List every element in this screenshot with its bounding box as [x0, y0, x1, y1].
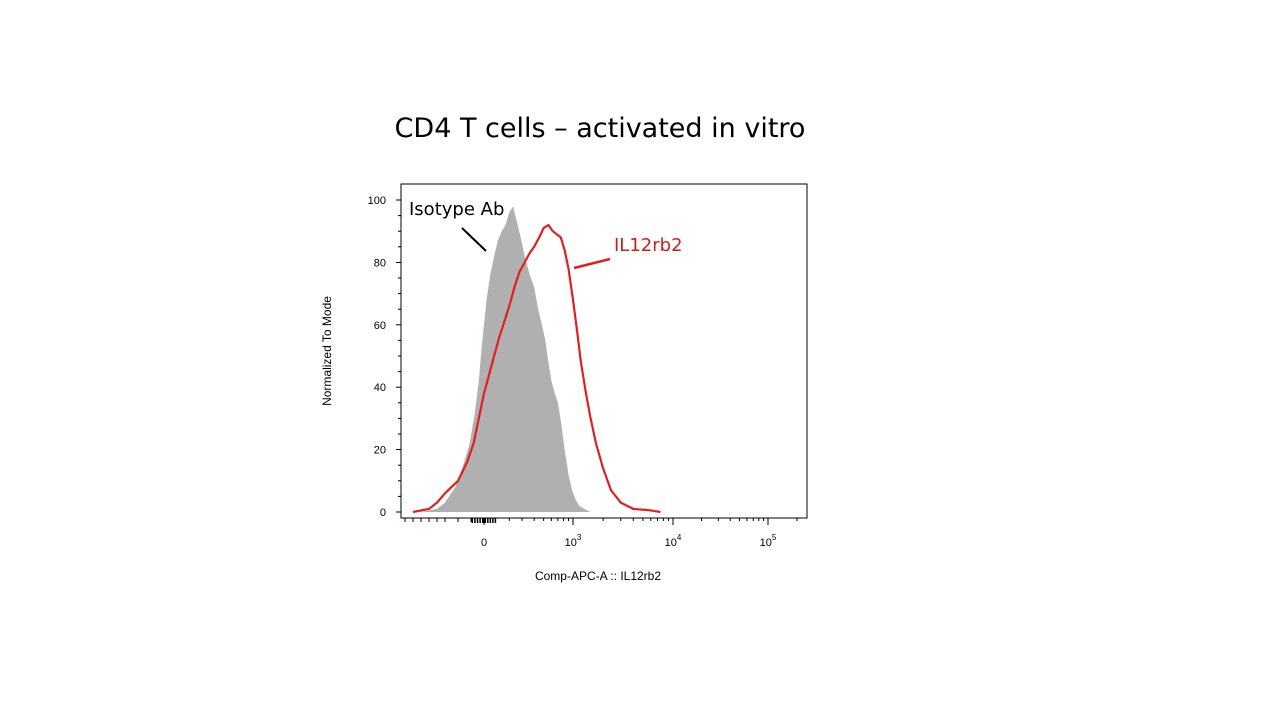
annotation-il12rb2-pointer: [573, 257, 611, 270]
annotation-il12rb2: IL12rb2: [614, 235, 683, 256]
y-tick-label: 40: [374, 382, 386, 394]
y-tick-label: 20: [374, 445, 386, 457]
annotation-isotype-ab-pointer: [461, 227, 487, 252]
x-tick-label: 105: [760, 533, 777, 549]
y-tick-label: 0: [380, 507, 386, 519]
x-tick-label: 104: [665, 533, 682, 549]
x-tick-label: 103: [565, 533, 582, 549]
annotation-isotype-ab: Isotype Ab: [409, 199, 504, 220]
x-tick-label: 0: [481, 537, 487, 549]
y-tick-label: 80: [374, 257, 386, 269]
series-il12rb2-line: [412, 223, 661, 514]
x-axis: 0 103 104 105: [404, 518, 798, 549]
y-tick-label: 60: [374, 320, 386, 332]
slide-title: CD4 T cells – activated in vitro: [394, 113, 806, 144]
y-axis: 0 20 40 60 80 100: [368, 195, 401, 519]
series-isotype-ab-fill: [421, 206, 591, 512]
plot-frame: [400, 183, 808, 519]
y-tick-label: 100: [368, 195, 386, 207]
plot-layer: [412, 206, 661, 514]
y-axis-title: Normalized To Mode: [320, 296, 334, 406]
x-axis-title: Comp-APC-A :: IL12rb2: [535, 569, 661, 583]
annotation-layer: Isotype Ab IL12rb2: [409, 199, 683, 270]
